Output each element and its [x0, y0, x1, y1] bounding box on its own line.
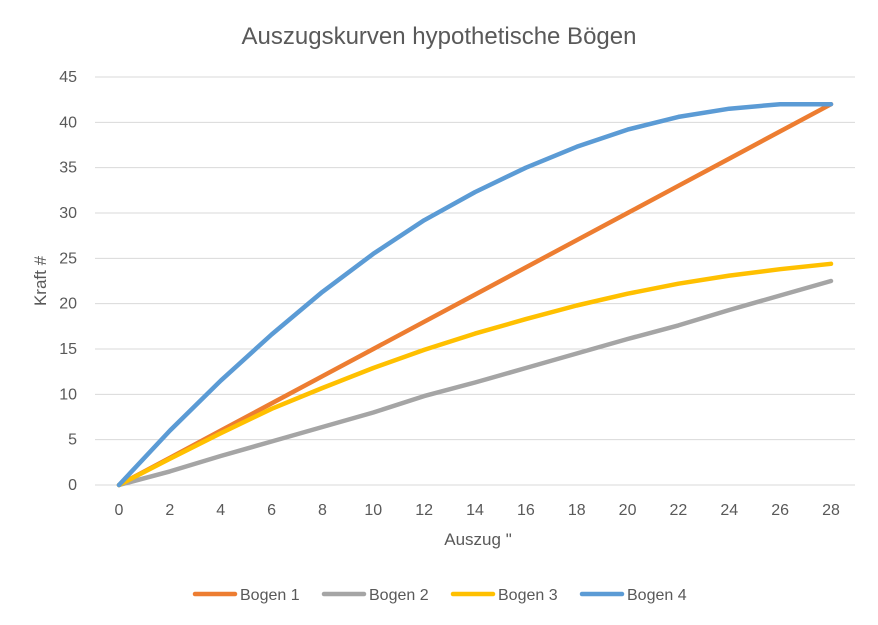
- legend-item-bogen-3: Bogen 3: [450, 587, 558, 604]
- series-lines: [116, 101, 834, 488]
- series-line-bogen-1: [116, 101, 834, 488]
- y-tick-label: 25: [59, 250, 77, 267]
- y-axis-label: Kraft #: [31, 255, 50, 306]
- x-axis-ticks: 0 2 4 6 8 10 12 14 16 18 20 22 24 26 28: [115, 502, 840, 519]
- x-tick-label: 14: [466, 502, 484, 519]
- y-tick-label: 5: [68, 432, 77, 449]
- x-tick-label: 12: [415, 502, 433, 519]
- legend-item-bogen-4: Bogen 4: [579, 587, 687, 604]
- legend-item-bogen-1: Bogen 1: [192, 587, 300, 604]
- x-tick-label: 10: [364, 502, 382, 519]
- series-line-bogen-4: [116, 101, 834, 488]
- legend-label: Bogen 3: [498, 587, 558, 604]
- y-tick-label: 15: [59, 341, 77, 358]
- x-tick-label: 22: [670, 502, 688, 519]
- gridlines: [95, 76, 855, 486]
- x-tick-label: 6: [267, 502, 276, 519]
- x-tick-label: 16: [517, 502, 535, 519]
- x-axis-label: Auszug ": [444, 530, 511, 549]
- legend-label: Bogen 1: [240, 587, 300, 604]
- legend-label: Bogen 4: [627, 587, 687, 604]
- x-tick-label: 2: [165, 502, 174, 519]
- x-tick-label: 0: [115, 502, 124, 519]
- x-tick-label: 4: [216, 502, 225, 519]
- y-tick-label: 45: [59, 69, 77, 86]
- chart-title: Auszugskurven hypothetische Bögen: [242, 23, 637, 50]
- y-tick-label: 20: [59, 296, 77, 313]
- series-line-bogen-3: [116, 261, 834, 488]
- x-tick-label: 24: [720, 502, 738, 519]
- y-axis-ticks: 0 5 10 15 20 25 30 35 40 45: [59, 69, 77, 494]
- y-tick-label: 0: [68, 477, 77, 494]
- y-tick-label: 30: [59, 205, 77, 222]
- x-tick-label: 28: [822, 502, 840, 519]
- series-line-bogen-2: [116, 278, 834, 488]
- x-tick-label: 20: [619, 502, 637, 519]
- y-tick-label: 40: [59, 114, 77, 131]
- y-tick-label: 10: [59, 386, 77, 403]
- legend-label: Bogen 2: [369, 587, 429, 604]
- x-tick-label: 18: [568, 502, 586, 519]
- x-tick-label: 26: [771, 502, 789, 519]
- x-tick-label: 8: [318, 502, 327, 519]
- legend-item-bogen-2: Bogen 2: [321, 587, 429, 604]
- y-tick-label: 35: [59, 160, 77, 177]
- legend: Bogen 1 Bogen 2 Bogen 3 Bogen 4: [192, 587, 687, 604]
